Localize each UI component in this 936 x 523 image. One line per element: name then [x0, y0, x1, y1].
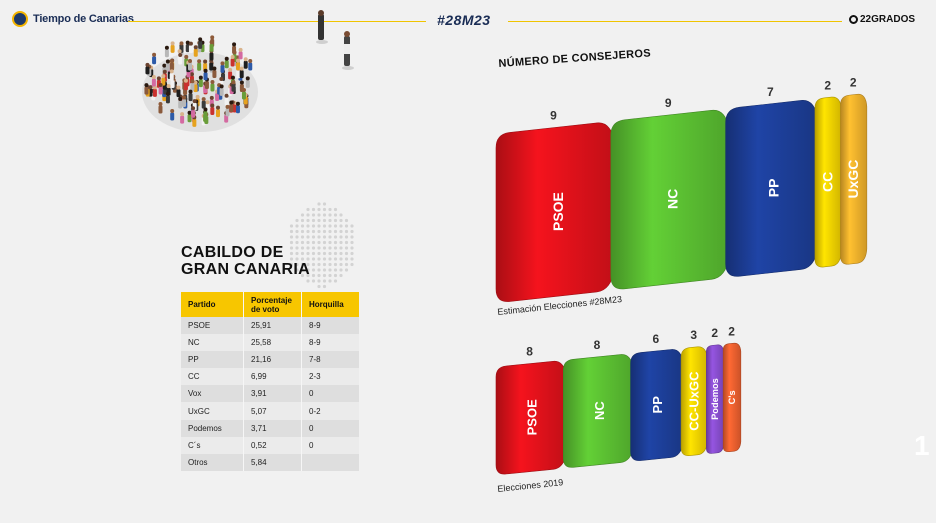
- crowd-illustration: [142, 10, 354, 132]
- header-divider-left: [128, 21, 426, 22]
- chart-2023: PSOE 9 NC 9 PP 7 CC 2 UxGC 2: [495, 76, 868, 302]
- table-row: UxGC 5,07 0-2: [181, 402, 359, 420]
- cell-percent: 21,16: [243, 351, 302, 369]
- cell-party: UxGC: [181, 402, 244, 420]
- logo-text: Tiempo de Canarias: [33, 13, 134, 25]
- logo-icon: [12, 11, 28, 27]
- chart-2019: PSOE 8 NC 8 PP 6 CC-UxGC 3 Podemos 2 C's 2: [495, 324, 742, 475]
- cell-percent: 25,58: [243, 334, 302, 352]
- col-header-porcentaje: Porcentaje de voto: [243, 292, 302, 317]
- cell-percent: 0,52: [243, 436, 302, 454]
- header-divider-right: [508, 21, 842, 22]
- brand-ring-icon: [849, 15, 858, 24]
- bar-label: PSOE: [524, 399, 539, 435]
- bar-value-label: 9: [550, 109, 557, 123]
- bar-label: PP: [650, 396, 665, 414]
- bar-uxgc: [840, 93, 868, 265]
- cell-range: 8-9: [301, 334, 359, 352]
- table-row: Podemos 3,71 0: [181, 419, 359, 437]
- cell-party: PP: [181, 351, 244, 369]
- brand-logo[interactable]: 22GRADOS: [849, 14, 915, 25]
- bar-value-label: 2: [850, 76, 857, 90]
- bar-value-label: 3: [690, 328, 697, 342]
- cell-range: 2-3: [301, 368, 359, 386]
- cell-percent: 3,91: [243, 385, 302, 403]
- col-header-partido: Partido: [181, 292, 244, 317]
- col-header-horquilla: Horquilla: [301, 292, 359, 317]
- table-row: CC 6,99 2-3: [181, 368, 359, 386]
- cell-range: 8-9: [301, 317, 359, 335]
- brand-text: 22GRADOS: [860, 14, 916, 25]
- header: Tiempo de Canarias #28M23 22GRADOS: [0, 0, 936, 40]
- panel-title: CABILDO DE GRAN CANARIA: [181, 244, 310, 278]
- bar-value-label: 7: [767, 85, 774, 99]
- cell-range: 0-2: [301, 402, 359, 420]
- cell-percent: 5,07: [243, 402, 302, 420]
- table-row: Otros 5,84: [181, 453, 359, 471]
- cell-percent: 25,91: [243, 317, 302, 335]
- results-table: Partido Porcentaje de voto Horquilla PSO…: [181, 292, 359, 471]
- bar-label: CC-UxGC: [686, 371, 701, 431]
- bar-c-s: [722, 342, 742, 453]
- bar-value-label: 9: [665, 96, 672, 110]
- cell-percent: 5,84: [243, 453, 302, 471]
- bar-label: NC: [665, 189, 681, 209]
- bar-value-label: 8: [594, 338, 601, 352]
- table-row: C´s 0,52 0: [181, 436, 359, 454]
- bar-label: CC: [820, 172, 836, 192]
- cell-party: CC: [181, 368, 244, 386]
- cell-percent: 6,99: [243, 368, 302, 386]
- bar-value-label: 2: [711, 326, 718, 340]
- panel-title-line2: GRAN CANARIA: [181, 261, 310, 278]
- bar-label: Podemos: [710, 378, 720, 420]
- gran-canaria-dot-map: [289, 202, 354, 289]
- table-row: PP 21,16 7-8: [181, 351, 359, 369]
- cell-party: NC: [181, 334, 244, 352]
- cell-party: PSOE: [181, 317, 244, 335]
- cell-range: 0: [301, 385, 359, 403]
- page-number: 1: [914, 430, 930, 461]
- hashtag: #28M23: [437, 12, 491, 28]
- bar-value-label: 2: [824, 79, 831, 93]
- bar-label: PP: [765, 178, 781, 197]
- bar-value-label: 6: [653, 332, 660, 346]
- cell-party: Otros: [181, 453, 244, 471]
- bar-label: NC: [592, 401, 607, 420]
- cell-range: 0: [301, 436, 359, 454]
- bar-label: UxGC: [845, 160, 861, 199]
- cell-percent: 3,71: [243, 419, 302, 437]
- table-row: PSOE 25,91 8-9: [181, 317, 359, 335]
- panel-title-line1: CABILDO DE: [181, 244, 284, 261]
- bar-value-label: 2: [728, 324, 735, 338]
- bar-value-label: 8: [526, 345, 533, 359]
- cell-party: Podemos: [181, 419, 244, 437]
- bar-label: C's: [727, 390, 737, 404]
- table-row: NC 25,58 8-9: [181, 334, 359, 352]
- table-header-row: Partido Porcentaje de voto Horquilla: [181, 292, 359, 317]
- cell-party: C´s: [181, 436, 244, 454]
- cell-range: [301, 453, 359, 471]
- table-row: Vox 3,91 0: [181, 385, 359, 403]
- cell-range: 7-8: [301, 351, 359, 369]
- cell-party: Vox: [181, 385, 244, 403]
- bar-label: PSOE: [550, 192, 566, 231]
- cell-range: 0: [301, 419, 359, 437]
- logo[interactable]: Tiempo de Canarias: [12, 11, 134, 27]
